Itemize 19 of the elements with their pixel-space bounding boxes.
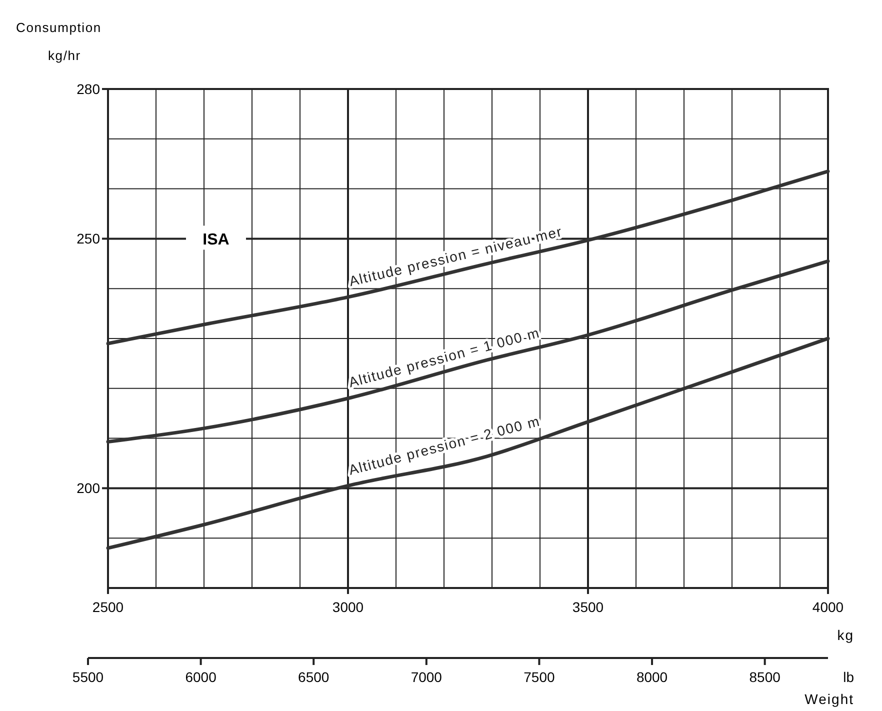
y-tick-label: 200 [76,480,100,496]
x2-tick-label: 7500 [524,669,555,685]
x2-tick-label: 6500 [298,669,330,685]
y-tick-label: 250 [76,230,100,247]
annotation: ISA [202,232,230,249]
x2-tick-label: 6000 [185,669,217,685]
x2-tick-label: 8000 [636,669,668,685]
x2-axis-title: lb [843,669,854,685]
x2-tick-label: 7000 [410,669,442,685]
x-tick-label: 3500 [572,599,604,615]
x-tick-label: 2500 [92,599,124,615]
x2-tick-label: 5500 [72,669,104,685]
x-axis-title: kg [837,627,854,643]
x-tick-label: 4000 [812,599,844,615]
x2-tick-label: 8500 [749,669,781,685]
text: Weight [804,691,854,707]
x-tick-label: 3000 [332,599,364,615]
y-axis-title: Consumption kg/hr [16,20,102,63]
y-tick-label: 280 [76,81,100,97]
